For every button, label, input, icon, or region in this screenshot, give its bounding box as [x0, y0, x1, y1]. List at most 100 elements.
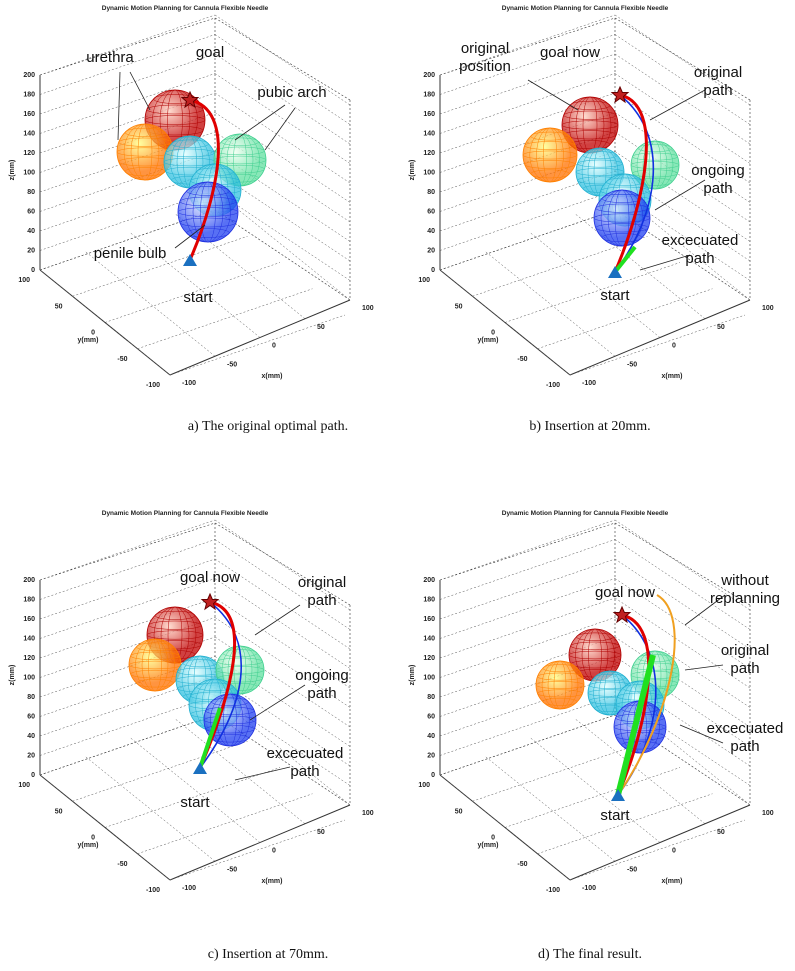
grid-line: [214, 34, 351, 125]
sphere-mesh: [542, 697, 578, 706]
annotation-line: path: [703, 180, 732, 197]
x-axis-label: x(mm): [261, 373, 282, 380]
grid-line: [214, 131, 351, 223]
grid-line: [614, 597, 751, 689]
z-tick-label: 20: [427, 248, 435, 255]
grid-line: [39, 209, 216, 271]
grid-line: [39, 92, 216, 154]
grid-line: [614, 656, 751, 747]
sphere-mesh: [124, 167, 166, 177]
panel: Dynamic Motion Planning for Cannula Flex…: [9, 5, 374, 389]
y-tick-label: 100: [418, 782, 430, 789]
z-tick-label: 160: [23, 111, 35, 118]
sphere-mesh: [632, 662, 678, 671]
panel: Dynamic Motion Planning for Cannula Flex…: [409, 510, 783, 894]
annotation-line: pubic arch: [257, 84, 326, 101]
grid-line: [439, 617, 616, 678]
grid-line: [129, 737, 261, 843]
grid-line: [439, 170, 616, 232]
grid-line: [39, 151, 216, 212]
no-replan-path: [617, 594, 676, 796]
grid-line: [614, 558, 751, 650]
planned-path: [188, 98, 220, 261]
grid-line: [439, 656, 616, 717]
y-tick-label: -100: [546, 382, 560, 389]
sphere-mesh: [136, 679, 174, 688]
annotation-line: without: [720, 572, 769, 589]
annotation: urethra: [86, 49, 134, 66]
grid-line: [104, 262, 281, 323]
sphere-mesh: [524, 160, 576, 169]
z-tick-label: 140: [423, 131, 435, 138]
annotation: original path: [298, 574, 346, 609]
x-tick-label: -50: [627, 361, 637, 368]
annotation-line: path: [307, 592, 336, 609]
grid-line: [614, 170, 751, 262]
caption: b) Insertion at 20mm.: [529, 419, 650, 434]
sphere-mesh: [522, 150, 578, 160]
y-tick-label: 50: [455, 303, 463, 310]
annotation: goal now: [595, 584, 655, 601]
z-tick-label: 60: [27, 209, 35, 216]
sphere-mesh: [537, 689, 583, 698]
x-tick-label: 100: [762, 305, 774, 312]
leader-line: [639, 254, 691, 271]
grid-line: [614, 578, 751, 669]
x-tick-label: 0: [672, 848, 676, 855]
sphere-mesh: [601, 233, 643, 243]
grid-line: [614, 539, 751, 630]
z-tick-label: 100: [423, 170, 435, 177]
z-tick-label: 120: [23, 150, 35, 157]
x-tick-label: 50: [717, 829, 725, 836]
sphere-mesh: [213, 155, 267, 165]
grid-line: [614, 34, 751, 125]
goal-marker: [610, 85, 630, 104]
box-edge: [439, 17, 616, 76]
grid-line: [504, 767, 681, 828]
y-tick-label: 0: [491, 330, 495, 337]
grid-line: [439, 597, 616, 659]
annotation-line: path: [290, 763, 319, 780]
z-tick-label: 20: [27, 753, 35, 760]
annotation: start: [600, 287, 630, 304]
z-tick-label: 200: [23, 72, 35, 79]
z-tick-label: 200: [423, 577, 435, 584]
z-tick-label: 40: [27, 228, 35, 235]
sphere-mesh: [146, 104, 204, 115]
sphere-mesh: [205, 706, 255, 716]
z-tick-label: 40: [427, 228, 435, 235]
grid-line: [614, 617, 751, 708]
grid-line: [439, 519, 616, 581]
sphere-mesh: [576, 632, 614, 641]
grid-line: [439, 558, 616, 620]
sphere-mesh: [196, 682, 234, 691]
sphere-mesh: [221, 137, 259, 146]
annotation-line: start: [600, 807, 630, 824]
sphere-mesh: [632, 152, 678, 161]
z-axis-label: z(mm): [409, 160, 416, 181]
grid-line: [614, 53, 751, 145]
planned-path: [613, 93, 648, 273]
sphere-mesh: [179, 217, 237, 228]
annotation: excecuated path: [267, 745, 344, 780]
z-tick-label: 200: [23, 577, 35, 584]
z-tick-label: 140: [423, 636, 435, 643]
sphere-mesh: [186, 186, 230, 196]
grid-line: [439, 714, 616, 776]
z-tick-label: 160: [23, 616, 35, 623]
grid-line: [137, 793, 313, 854]
sphere-mesh: [537, 672, 583, 681]
annotation: penile bulb: [94, 245, 167, 262]
goal-marker: [180, 90, 200, 109]
x-tick-label: 50: [717, 324, 725, 331]
grid-line: [614, 14, 751, 106]
grid-line: [614, 636, 751, 728]
sphere-mesh: [595, 223, 649, 233]
box-edge: [439, 522, 616, 581]
grid-line: [439, 92, 616, 154]
annotation: without replanning: [710, 572, 780, 607]
sphere-mesh: [621, 741, 659, 750]
y-tick-label: -100: [146, 382, 160, 389]
annotation-line: start: [183, 289, 213, 306]
grid-line: [72, 236, 248, 297]
